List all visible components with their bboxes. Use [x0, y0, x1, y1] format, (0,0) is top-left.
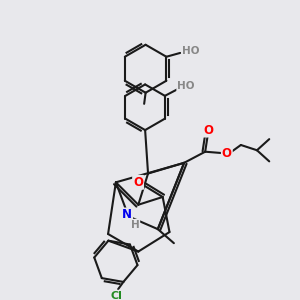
Text: H: H — [130, 220, 140, 230]
Text: O: O — [222, 147, 232, 160]
Text: O: O — [203, 124, 213, 136]
Text: N: N — [122, 208, 132, 221]
Text: O: O — [133, 176, 143, 189]
Text: HO: HO — [182, 46, 200, 56]
Text: Cl: Cl — [111, 291, 123, 300]
Text: HO: HO — [177, 81, 195, 91]
